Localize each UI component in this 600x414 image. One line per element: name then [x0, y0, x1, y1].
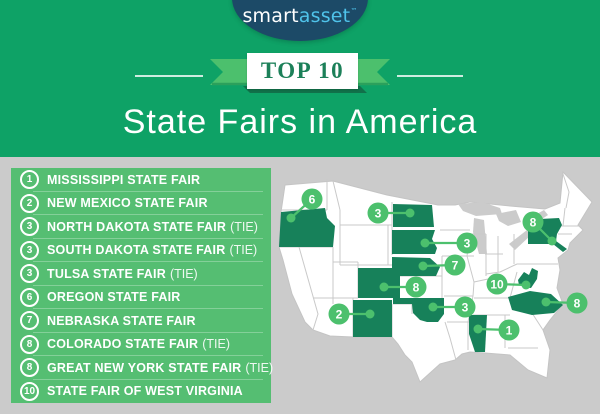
list-item: 8 COLORADO STATE FAIR (TIE): [11, 333, 271, 357]
rank-badge: 6: [20, 287, 39, 307]
marker-rank: 8: [413, 281, 420, 295]
marker-new-york: 8: [522, 211, 557, 246]
marker-rank: 3: [375, 207, 382, 221]
list-item: 2 NEW MEXICO STATE FAIR: [11, 192, 271, 216]
tie-label: (TIE): [202, 337, 231, 352]
logo-trademark: ™: [350, 7, 358, 15]
marker-nebraska: 7: [418, 254, 466, 276]
state-new-mexico: [353, 300, 392, 337]
top10-badge: TOP 10: [247, 53, 358, 89]
list-item: 8 GREAT NEW YORK STATE FAIR (TIE): [11, 356, 274, 380]
marker-colorado: 8: [379, 276, 427, 298]
rank-badge: 1: [20, 170, 39, 190]
marker-rank: 3: [462, 301, 469, 315]
rank-badge: 3: [20, 264, 39, 284]
fair-name: GREAT NEW YORK STATE FAIR: [47, 360, 242, 375]
state-nebraska: [392, 257, 440, 276]
rank-badge: 3: [20, 217, 39, 237]
decorative-line-left: [135, 75, 203, 77]
fair-name: NEW MEXICO STATE FAIR: [47, 196, 208, 211]
top10-badge-label: TOP 10: [260, 58, 345, 83]
marker-rank: 10: [490, 278, 504, 292]
marker-rank: 1: [506, 324, 513, 338]
rank-badge: 8: [20, 334, 39, 354]
tie-label: (TIE): [245, 360, 274, 375]
fair-name: NEBRASKA STATE FAIR: [47, 313, 196, 328]
list-item: 6 OREGON STATE FAIR: [11, 286, 271, 310]
logo-asset: asset: [298, 5, 351, 27]
marker-rank: 6: [309, 193, 316, 207]
tie-label: (TIE): [229, 243, 258, 258]
marker-north-carolina: 8: [541, 292, 588, 314]
fair-name: STATE FAIR OF WEST VIRGINIA: [47, 384, 243, 399]
list-item: 3 NORTH DAKOTA STATE FAIR (TIE): [11, 215, 271, 239]
list-item: 10 STATE FAIR OF WEST VIRGINIA: [11, 380, 271, 404]
marker-west-virginia: 10: [486, 273, 531, 295]
smartasset-logo-text: smartasset™: [232, 5, 368, 27]
map-markers: 6 3 3 7 8: [286, 188, 588, 341]
header-band: smartasset™ TOP 10 State Fairs in Americ…: [0, 0, 600, 157]
state-colorado: [358, 268, 400, 298]
rank-badge: 10: [20, 381, 39, 401]
rank-badge: 8: [20, 358, 39, 378]
tie-label: (TIE): [230, 219, 258, 234]
list-item: 1 MISSISSIPPI STATE FAIR: [11, 168, 271, 192]
marker-rank: 7: [452, 259, 459, 273]
lake-huron: [496, 210, 521, 226]
fair-name: MISSISSIPPI STATE FAIR: [47, 172, 201, 187]
fair-name: OREGON STATE FAIR: [47, 290, 181, 305]
rank-badge: 2: [20, 193, 39, 213]
logo-smart: smart: [242, 5, 299, 27]
lake-michigan: [473, 218, 487, 254]
fair-name: NORTH DAKOTA STATE FAIR: [47, 219, 227, 234]
marker-oklahoma: 3: [428, 296, 476, 318]
lake-superior: [458, 202, 502, 216]
page-title: State Fairs in America: [122, 103, 478, 141]
state-borders: [279, 173, 580, 361]
marker-oregon: 6: [286, 188, 323, 223]
fair-name: COLORADO STATE FAIR: [47, 337, 199, 352]
marker-rank: 8: [530, 216, 537, 230]
list-item: 3 SOUTH DAKOTA STATE FAIR (TIE): [11, 239, 271, 263]
ribbon-left: [210, 59, 247, 85]
marker-rank: 3: [464, 237, 471, 251]
marker-rank: 8: [574, 297, 581, 311]
us-map: 6 3 3 7 8: [278, 170, 593, 383]
top10-ribbon: [210, 59, 390, 93]
list-item: 7 NEBRASKA STATE FAIR: [11, 309, 271, 333]
us-silhouette: [278, 170, 593, 383]
state-north-carolina: [508, 291, 563, 315]
marker-rank: 2: [336, 308, 343, 322]
ranked-list: 1 MISSISSIPPI STATE FAIR 2 NEW MEXICO ST…: [11, 168, 274, 404]
rank-badge: 3: [20, 240, 39, 260]
tie-label: (TIE): [169, 266, 198, 281]
marker-north-dakota: 3: [367, 202, 415, 224]
decorative-line-right: [397, 75, 463, 77]
marker-new-mexico: 2: [328, 303, 375, 325]
marker-south-dakota: 3: [420, 232, 478, 254]
fair-name: TULSA STATE FAIR: [47, 266, 166, 281]
marker-mississippi: 1: [473, 319, 520, 341]
state-south-dakota: [392, 230, 437, 254]
fair-name: SOUTH DAKOTA STATE FAIR: [47, 243, 226, 258]
list-item: 3 TULSA STATE FAIR (TIE): [11, 262, 271, 286]
rank-badge: 7: [20, 311, 39, 331]
ribbon-right: [358, 59, 390, 85]
